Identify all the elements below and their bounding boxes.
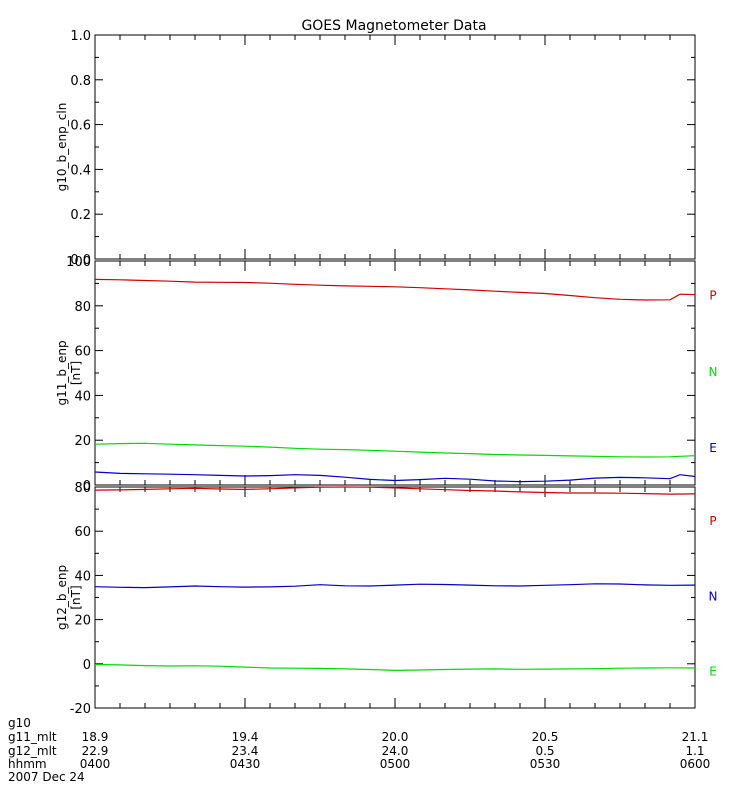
legend-label-P: P	[709, 289, 716, 303]
footer-cell: 21.1	[682, 730, 709, 744]
y-tick-label: 60	[74, 525, 91, 540]
plot-frame	[94, 486, 696, 709]
panel-1: 0.0 0.2 0.4 0.6 0.8 1.0 g10_b_enp_cln	[55, 29, 696, 268]
series-line-E	[94, 663, 696, 672]
y-axis-unit: [nT]	[69, 585, 83, 609]
footer-cell: 0600	[680, 757, 711, 771]
y-tick-label: 0.2	[70, 208, 91, 223]
footer-cell: 0430	[230, 757, 261, 771]
legend-label-N: N	[709, 589, 718, 603]
series-line-E	[94, 471, 696, 483]
y-tick-label: 20	[74, 434, 91, 449]
footer-row-label: g10	[8, 716, 31, 730]
y-axis-label: g11_b_enp	[55, 340, 69, 405]
chart-title: GOES Magnetometer Data	[301, 18, 486, 34]
footer-cell: 0400	[80, 757, 111, 771]
y-tick-label: 40	[74, 569, 91, 584]
footer-cell: 23.4	[232, 744, 259, 758]
footer-cell: 20.5	[532, 730, 559, 744]
y-axis-unit: [nT]	[69, 361, 83, 385]
panel-3: -20 0 20 40 60 80 g12_b_enp [nT] P N E	[55, 481, 717, 717]
y-tick-label: 80	[74, 300, 91, 315]
y-tick-label: 0	[83, 479, 91, 494]
panels: 0.0 0.2 0.4 0.6 0.8 1.0 g10_b_enp_cln 0 20 40 60 80…	[55, 29, 717, 717]
y-tick-label: 0	[83, 658, 91, 673]
y-tick-label: 0.0	[70, 253, 91, 268]
footer-cell: 0.5	[535, 744, 554, 758]
legend-label-E: E	[709, 441, 717, 455]
series-line-N	[94, 583, 696, 589]
y-tick-label: 60	[74, 345, 91, 360]
footer-cell: 0500	[380, 757, 411, 771]
y-tick-label: 40	[74, 389, 91, 404]
footer-cell: 18.9	[82, 730, 109, 744]
plot-frame	[94, 34, 696, 260]
y-tick-label: 0.6	[70, 119, 91, 134]
series-line-N	[94, 442, 696, 458]
footer-cell: 24.0	[382, 744, 409, 758]
series-line-P	[94, 486, 696, 495]
footer-row-label: g11_mlt	[8, 730, 57, 744]
footer-date: 2007 Dec 24	[8, 770, 85, 784]
footer-cell: 19.4	[232, 730, 259, 744]
legend-label-E: E	[709, 664, 717, 678]
y-tick-label: 100	[66, 255, 91, 270]
footer-cell: 20.0	[382, 730, 409, 744]
footer-cell: 1.1	[685, 744, 704, 758]
legend-label-P: P	[709, 514, 716, 528]
y-tick-label: 20	[74, 614, 91, 629]
series-line-P	[94, 278, 696, 301]
footer-cell: 22.9	[82, 744, 109, 758]
y-tick-label: 1.0	[70, 29, 91, 44]
y-axis-label: g10_b_enp_cln	[55, 103, 69, 192]
legend-label-N: N	[709, 365, 718, 379]
y-tick-label: 0.4	[70, 163, 91, 178]
footer-row-label: g12_mlt	[8, 744, 57, 758]
y-axis-label: g12_b_enp	[55, 565, 69, 630]
y-tick-label: 80	[74, 481, 91, 496]
y-tick-label: 0.8	[70, 74, 91, 89]
footer-cell: 0530	[530, 757, 561, 771]
y-tick-label: -20	[70, 702, 91, 717]
panel-2: 0 20 40 60 80 100 g11_b_enp [nT] P N E	[55, 255, 717, 494]
footer-row-label: hhmm	[8, 757, 47, 771]
